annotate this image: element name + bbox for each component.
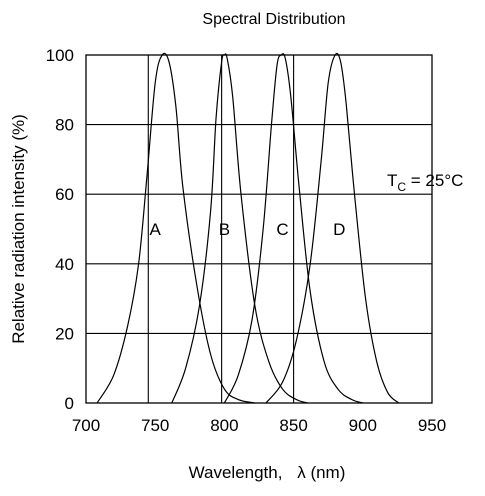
curve-label-b: B [219,220,230,239]
annotation-subscript: C [397,180,406,194]
x-tick-label-700: 700 [72,416,100,435]
x-tick-labels: 700 750 800 850 900 950 [72,416,446,435]
y-tick-label-80: 80 [55,116,74,135]
chart-title: Spectral Distribution [202,11,345,28]
x-axis-label-unit: (nm) [310,463,345,482]
annotation-main: T [387,171,397,190]
y-tick-label-100: 100 [46,46,74,65]
y-tick-labels: 0 20 40 60 80 100 [46,46,74,413]
y-tick-label-0: 0 [65,394,74,413]
x-axis-label-main: Wavelength, [189,463,283,482]
curve-labels: A B C D [150,220,346,239]
spectral-curves [96,52,400,404]
curve-c [223,53,363,404]
x-tick-label-750: 750 [141,416,169,435]
x-tick-label-900: 900 [349,416,377,435]
annotation-rest: = 25°C [406,171,463,190]
curve-d [265,52,400,404]
plot-frame [85,54,433,404]
temperature-annotation: TC = 25°C [387,171,463,194]
curve-a [96,52,255,404]
plot-area: A B C D [85,52,433,404]
x-tick-label-800: 800 [210,416,238,435]
x-tick-label-950: 950 [418,416,446,435]
curve-label-c: C [276,220,288,239]
y-tick-label-40: 40 [55,255,74,274]
y-tick-label-60: 60 [55,185,74,204]
y-tick-label-20: 20 [55,324,74,343]
curve-b [171,53,308,404]
x-tick-label-850: 850 [279,416,307,435]
x-axis-label: Wavelength, λ (nm) [189,463,346,482]
gridlines [86,124,432,334]
x-axis-label-symbol: λ [297,463,306,482]
y-axis-label: Relative radiation intensity (%) [9,114,28,344]
curve-label-a: A [150,220,162,239]
vertical-markers [147,55,295,403]
curve-label-d: D [333,220,345,239]
